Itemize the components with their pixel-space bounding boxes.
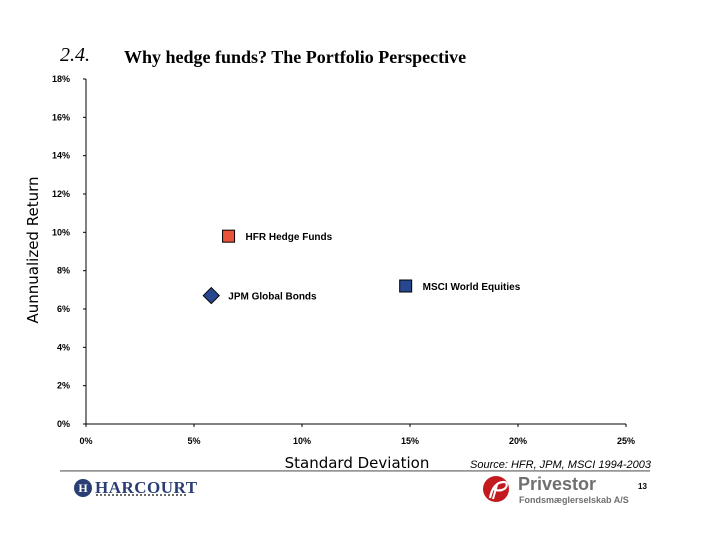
y-tick-label: 14% [52, 151, 70, 161]
privestor-logo-icon [483, 476, 509, 502]
y-tick-label: 4% [57, 342, 70, 352]
y-tick-labels: 0% 2% 4% 6% 8% 10% 12% 14% 16% 18% [52, 74, 86, 429]
data-point-label: MSCI World Equities [423, 282, 521, 293]
x-tick-label: 5% [187, 436, 200, 446]
y-tick-label: 2% [57, 381, 70, 391]
y-tick-label: 12% [52, 189, 70, 199]
x-axis-title: Standard Deviation [285, 454, 430, 472]
x-tick-label: 20% [509, 436, 527, 446]
y-tick-label: 8% [57, 266, 70, 276]
x-tick-label: 25% [617, 436, 635, 446]
section-number: 2.4. [60, 44, 90, 66]
harcourt-logo-text: HARCOURT [95, 478, 198, 497]
data-point-marker [222, 229, 236, 243]
harcourt-logo-tagline [96, 494, 188, 496]
chart-axes [85, 79, 626, 425]
data-point-marker [202, 286, 220, 305]
data-point-marker [399, 279, 413, 293]
y-axis-title: Aunnualized Return [24, 177, 42, 324]
privestor-logo-subtitle: Fondsmæglerselskab A/S [519, 495, 629, 505]
y-tick-label: 10% [52, 227, 70, 237]
page-number: 13 [638, 482, 647, 491]
y-tick-label: 0% [57, 419, 70, 429]
y-tick-label: 16% [52, 112, 70, 122]
source-note: Source: HFR, JPM, MSCI 1994-2003 [470, 459, 651, 471]
x-tick-label: 10% [293, 436, 311, 446]
data-point-label: JPM Global Bonds [228, 292, 317, 303]
y-tick-label: 6% [57, 304, 70, 314]
x-tick-label: 15% [401, 436, 419, 446]
harcourt-logo: H HARCOURT [74, 478, 198, 498]
x-tick-labels: 0% 5% 10% 15% 20% 25% [79, 424, 635, 446]
y-tick-label: 18% [52, 74, 70, 84]
x-tick-label: 0% [79, 436, 92, 446]
page-title: Why hedge funds? The Portfolio Perspecti… [124, 47, 467, 67]
data-points: HFR Hedge Funds JPM Global Bonds MSCI Worl… [202, 229, 521, 305]
harcourt-logo-mark: H [74, 479, 92, 497]
footer-divider [60, 470, 650, 472]
data-point-label: HFR Hedge Funds [246, 232, 333, 243]
privestor-logo-name: Privestor [518, 474, 597, 494]
